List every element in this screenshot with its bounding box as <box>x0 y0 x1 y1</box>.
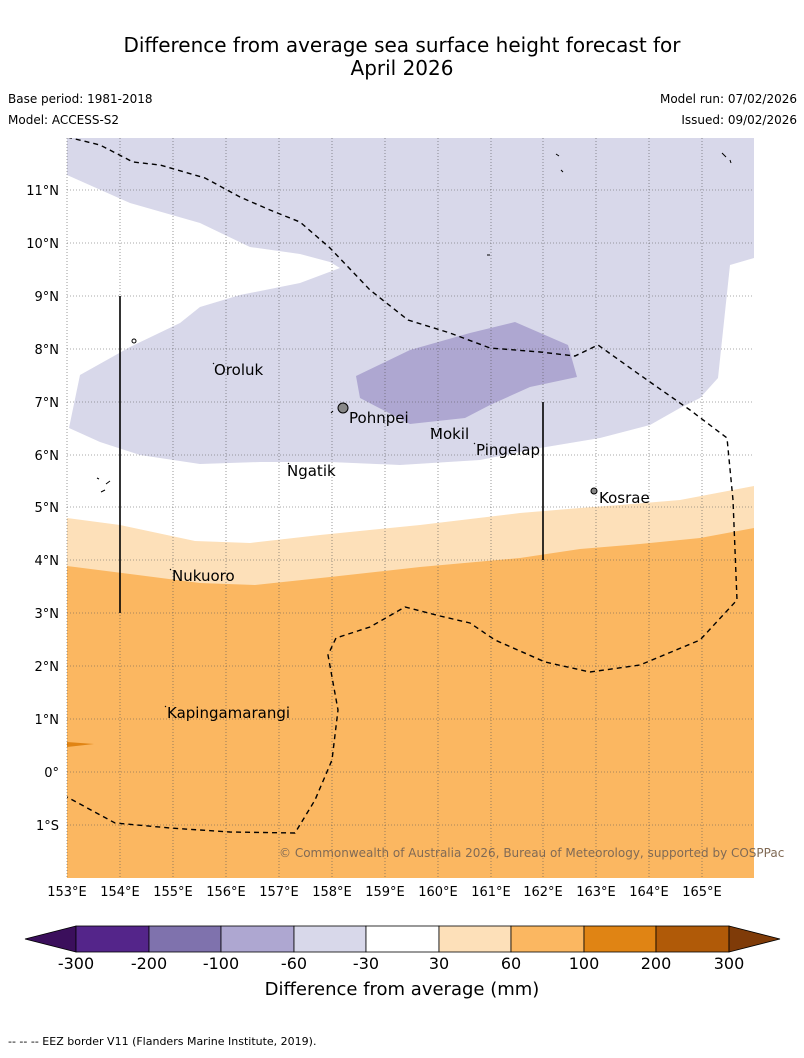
sea-level-map: Oroluk Pohnpei Mokil Pingelap Ngatik Kos… <box>24 138 784 1000</box>
lon-label: 163°E <box>576 885 616 900</box>
colorbar-segment <box>365 925 440 953</box>
lon-label: 154°E <box>100 885 140 900</box>
field-minus30-minus60-north <box>67 138 754 465</box>
map-fields <box>67 138 754 878</box>
lon-label: 165°E <box>682 885 722 900</box>
colorbar-segment <box>510 925 585 953</box>
lat-label: 8°N <box>35 343 60 358</box>
lon-label: 160°E <box>418 885 458 900</box>
lon-label: 155°E <box>153 885 193 900</box>
islets-sw <box>96 477 111 493</box>
lat-label: 0° <box>44 766 59 781</box>
atoll-dots <box>164 362 476 708</box>
base-period: Base period: 1981-2018 <box>8 92 153 106</box>
islet-west <box>131 338 137 344</box>
colorbar-segment <box>293 925 367 953</box>
eez-footnote: -- -- -- EEZ border V11 (Flanders Marine… <box>8 1035 317 1048</box>
field-60-100 <box>67 528 754 878</box>
lon-label: 156°E <box>206 885 246 900</box>
place-oroluk: Oroluk <box>214 361 263 379</box>
place-kosrae: Kosrae <box>599 489 650 507</box>
lon-label: 164°E <box>629 885 669 900</box>
chart-title-line2: April 2026 <box>350 56 454 80</box>
lon-label: 158°E <box>312 885 352 900</box>
colorbar-tick: 30 <box>429 954 449 973</box>
islets-north <box>487 152 732 256</box>
copyright-notice: © Commonwealth of Australia 2026, Bureau… <box>279 846 784 860</box>
place-ngatik: Ngatik <box>287 462 336 480</box>
colorbar-tick: 100 <box>569 954 600 973</box>
colorbar-tick: -200 <box>131 954 167 973</box>
pohnpei-island <box>337 402 349 414</box>
place-kapingamarangi: Kapingamarangi <box>167 704 290 722</box>
place-nukuoro: Nukuoro <box>172 567 235 585</box>
colorbar-segment <box>438 925 512 953</box>
colorbar-extend-low <box>24 925 77 953</box>
lat-label: 3°N <box>35 607 60 622</box>
lat-label: 7°N <box>35 396 60 411</box>
colorbar-label: Difference from average (mm) <box>265 979 540 1000</box>
field-minus60-minus100 <box>356 322 577 424</box>
lon-label: 153°E <box>47 885 87 900</box>
colorbar-segment <box>583 925 657 953</box>
lat-label: 5°N <box>35 501 60 516</box>
model-run: Model run: 07/02/2026 <box>659 92 797 106</box>
lon-label: 162°E <box>523 885 563 900</box>
colorbar-segment <box>75 925 150 953</box>
lon-label: 157°E <box>259 885 299 900</box>
place-pohnpei: Pohnpei <box>349 409 409 427</box>
colorbar-extend-high <box>728 925 781 953</box>
colorbar-ticks: -300 -200 -100 -60 -30 30 60 100 200 300 <box>58 954 744 973</box>
colorbar-tick: -300 <box>58 954 94 973</box>
field-100-200 <box>67 742 94 747</box>
lat-label: 6°N <box>35 449 60 464</box>
colorbar-segment <box>655 925 730 953</box>
colorbar-tick: -100 <box>203 954 239 973</box>
colorbar-tick: -60 <box>281 954 307 973</box>
place-pingelap: Pingelap <box>476 441 540 459</box>
chart-title-line1: Difference from average sea surface heig… <box>123 33 681 57</box>
longitude-labels: 153°E 154°E 155°E 156°E 157°E 158°E 159°… <box>47 885 722 900</box>
islands <box>96 152 732 708</box>
colorbar-segment <box>148 925 222 953</box>
lon-label: 161°E <box>471 885 511 900</box>
lat-label: 9°N <box>35 290 60 305</box>
colorbar-tick: -30 <box>353 954 379 973</box>
lat-label: 1°N <box>35 713 60 728</box>
latitude-labels: 11°N 10°N 9°N 8°N 7°N 6°N 5°N 4°N 3°N 2°… <box>26 184 59 834</box>
lat-label: 1°S <box>36 819 59 834</box>
issued-date: Issued: 09/02/2026 <box>681 113 797 127</box>
eez-border <box>67 138 738 834</box>
gridlines <box>66 138 754 878</box>
colorbar-tick: 60 <box>501 954 521 973</box>
lon-label: 159°E <box>365 885 405 900</box>
colorbar-tick: 200 <box>641 954 672 973</box>
colorbar-tick: 300 <box>714 954 745 973</box>
colorbar-segment <box>220 925 295 953</box>
place-mokil: Mokil <box>430 425 469 443</box>
lat-label: 10°N <box>26 237 59 252</box>
model-name: Model: ACCESS-S2 <box>8 113 120 127</box>
lat-label: 4°N <box>35 554 60 569</box>
lat-label: 11°N <box>26 184 59 199</box>
lat-label: 2°N <box>35 660 60 675</box>
kosrae-island <box>590 487 598 495</box>
colorbar <box>24 925 781 953</box>
